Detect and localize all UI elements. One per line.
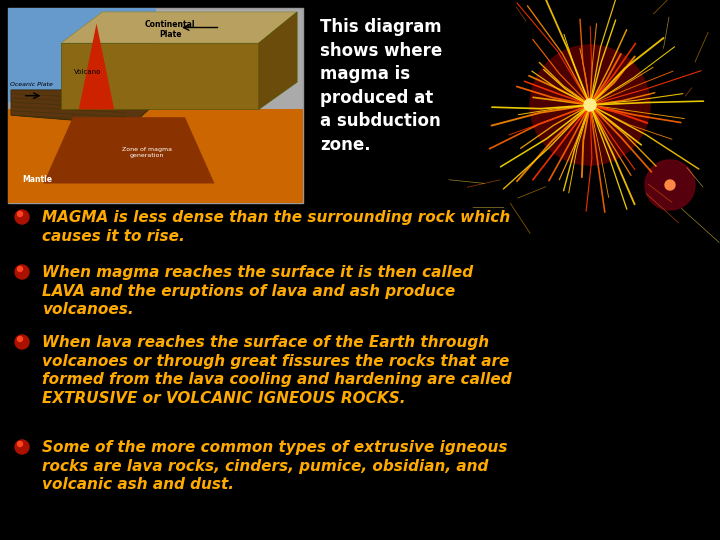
Circle shape bbox=[17, 442, 22, 447]
Text: This diagram
shows where
magma is
produced at
a subduction
zone.: This diagram shows where magma is produc… bbox=[320, 18, 442, 154]
Polygon shape bbox=[61, 12, 297, 43]
Text: When lava reaches the surface of the Earth through
volcanoes or through great fi: When lava reaches the surface of the Ear… bbox=[42, 335, 512, 406]
Polygon shape bbox=[61, 43, 258, 110]
Polygon shape bbox=[78, 24, 114, 110]
Circle shape bbox=[584, 99, 596, 111]
Circle shape bbox=[15, 440, 29, 454]
Text: When magma reaches the surface it is then called
LAVA and the eruptions of lava : When magma reaches the surface it is the… bbox=[42, 265, 473, 317]
Circle shape bbox=[15, 210, 29, 224]
Circle shape bbox=[15, 265, 29, 279]
Polygon shape bbox=[258, 12, 297, 110]
Circle shape bbox=[15, 335, 29, 349]
Circle shape bbox=[17, 212, 22, 217]
Circle shape bbox=[645, 160, 695, 210]
Text: Zone of magma
generation: Zone of magma generation bbox=[122, 147, 171, 158]
Polygon shape bbox=[11, 90, 170, 125]
Text: Some of the more common types of extrusive igneous
rocks are lava rocks, cinders: Some of the more common types of extrusi… bbox=[42, 440, 508, 492]
Polygon shape bbox=[43, 117, 215, 184]
Circle shape bbox=[530, 45, 650, 165]
Polygon shape bbox=[8, 8, 156, 102]
Text: MAGMA is less dense than the surrounding rock which
causes it to rise.: MAGMA is less dense than the surrounding… bbox=[42, 210, 510, 244]
Text: Oceanic Plate: Oceanic Plate bbox=[10, 82, 53, 86]
Circle shape bbox=[665, 180, 675, 190]
Circle shape bbox=[17, 336, 22, 341]
Text: Mantle: Mantle bbox=[22, 175, 53, 184]
Text: Continental
Plate: Continental Plate bbox=[145, 20, 196, 39]
Circle shape bbox=[17, 267, 22, 272]
Text: Volcano: Volcano bbox=[74, 69, 102, 76]
Polygon shape bbox=[8, 110, 303, 203]
FancyBboxPatch shape bbox=[8, 8, 303, 203]
